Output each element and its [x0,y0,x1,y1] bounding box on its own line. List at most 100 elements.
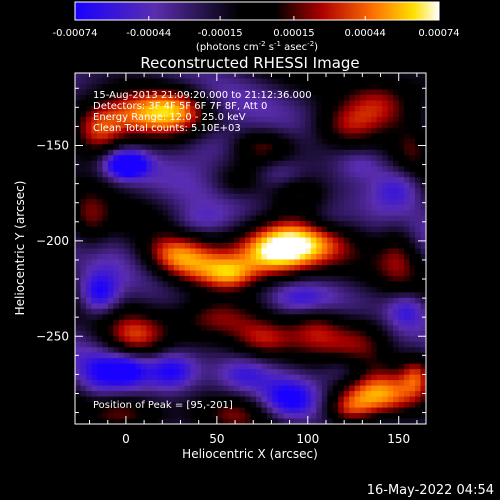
heatmap-cell [343,347,350,354]
heatmap-cell [85,396,93,403]
heatmap-cell [255,380,263,387]
heatmap-cell [349,237,356,244]
heatmap-cell [299,253,306,261]
heatmap-cell [162,259,169,266]
heatmap-cell [228,182,235,189]
heatmap-cell [321,122,328,129]
heatmap-cell [179,78,186,85]
heatmap-cell [332,221,339,228]
heatmap-cell [283,94,290,102]
heatmap-cell [239,385,246,392]
heatmap-cell [305,215,312,222]
heatmap-cell [223,303,230,310]
colorbar-tick-label: -0.00044 [126,28,171,39]
heatmap-cell [195,94,202,102]
heatmap-cell [415,116,422,123]
heatmap-cell [118,232,125,239]
heatmap-cell [338,78,345,85]
heatmap-cell [420,325,426,332]
heatmap-cell [294,352,301,359]
heatmap-cell [371,314,378,321]
heatmap-cell [404,391,411,398]
heatmap-cell [283,105,290,112]
heatmap-cell [404,413,411,420]
heatmap-cell [349,171,356,178]
heatmap-cell [107,160,114,167]
heatmap-cell [173,286,180,293]
heatmap-cell [173,358,180,365]
heatmap-cell [201,78,208,85]
heatmap-cell [195,407,202,414]
heatmap-cell [96,391,104,398]
heatmap-cell [250,270,257,277]
heatmap-cell [113,413,120,420]
heatmap-cell [113,243,120,250]
heatmap-cell [146,116,153,123]
heatmap-cell [398,418,405,424]
heatmap-cell [217,182,224,189]
heatmap-cell [393,325,400,332]
heatmap-cell [135,369,142,376]
heatmap-cell [294,94,301,102]
heatmap-cell [338,352,345,359]
heatmap-cell [107,73,114,80]
heatmap-cell [228,171,235,178]
heatmap-cell [85,210,93,217]
heatmap-cell [195,111,202,118]
heatmap-cell [294,226,301,233]
heatmap-cell [387,418,394,424]
heatmap-cell [261,369,268,376]
heatmap-cell [228,232,235,239]
heatmap-cell [387,358,394,365]
heatmap-cell [239,188,246,195]
heatmap-cell [96,160,104,167]
heatmap-cell [398,116,405,123]
heatmap-cell [288,226,295,233]
heatmap-cell [179,380,186,387]
heatmap-cell [140,292,147,299]
heatmap-cell [420,413,426,420]
heatmap-cell [146,155,153,162]
heatmap-cell [354,259,361,266]
heatmap-cell [124,215,131,222]
heatmap-cell [393,270,400,277]
heatmap-cell [184,166,191,173]
heatmap-cell [382,73,389,80]
heatmap-cell [371,138,378,145]
heatmap-cell [365,94,372,102]
heatmap-cell [113,303,120,310]
heatmap-cell [228,297,235,304]
heatmap-cell [365,199,372,206]
heatmap-cell [96,396,104,403]
heatmap-cell [349,144,356,151]
heatmap-cell [321,380,328,387]
heatmap-cell [140,149,147,156]
heatmap-cell [327,160,334,167]
heatmap-cell [327,380,334,387]
heatmap-cell [223,413,230,420]
heatmap-cell [316,303,323,310]
heatmap-cell [387,292,394,299]
heatmap-cell [212,237,219,244]
heatmap-cell [288,319,295,326]
heatmap-cell [393,199,400,206]
heatmap-cell [212,221,219,228]
heatmap-cell [250,83,257,91]
heatmap-cell [184,105,191,112]
heatmap-cell [96,182,104,189]
heatmap-cell [382,199,389,206]
heatmap-cell [135,286,142,293]
heatmap-cell [327,111,334,118]
heatmap-cell [234,105,241,112]
heatmap-cell [124,232,131,239]
heatmap-cell [162,232,169,239]
heatmap-cell [283,248,290,255]
heatmap-cell [261,100,268,107]
heatmap-cell [91,83,98,91]
heatmap-cell [75,319,82,326]
heatmap-cell [283,188,290,195]
heatmap-cell [195,138,202,145]
heatmap-cell [151,89,158,96]
heatmap-cell [321,391,328,398]
heatmap-cell [393,264,400,272]
